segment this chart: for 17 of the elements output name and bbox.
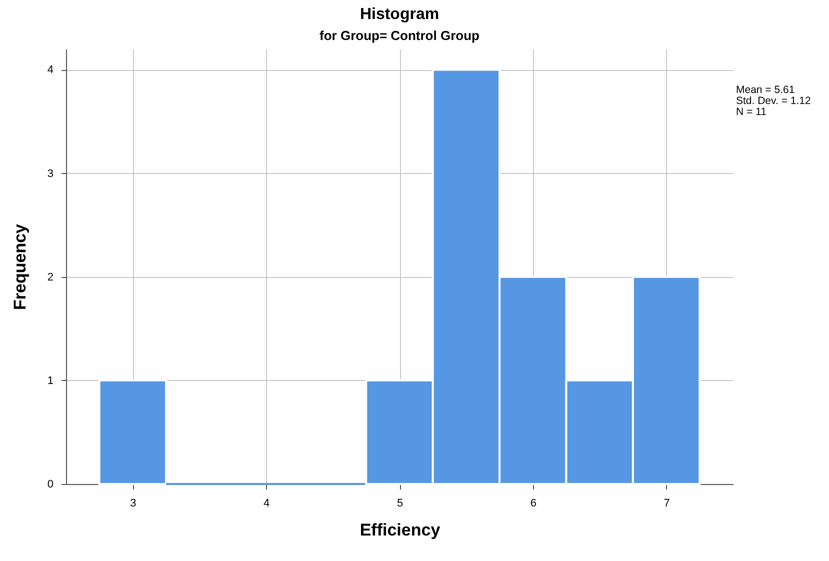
chart-title: Histogram [360, 6, 440, 23]
y-tick-label: 0 [47, 478, 54, 490]
y-tick-label: 1 [47, 374, 54, 387]
y-tick-label: 3 [47, 168, 54, 180]
x-tick-label: 5 [396, 498, 404, 510]
chart-subtitle: for Group= Control Group [320, 28, 480, 43]
x-tick-label: 4 [264, 498, 270, 510]
y-tick-label: 2 [47, 271, 54, 284]
y-tick-label: 4 [47, 64, 54, 76]
text: Mean = 5.61 [736, 84, 796, 96]
x-tick-label: 6 [530, 498, 536, 510]
text: Std. Dev. = 1.12 [736, 95, 811, 107]
y-axis-title: Frequency [10, 223, 30, 310]
x-axis-title: Efficiency [360, 520, 441, 540]
text: N = 11 [736, 106, 768, 118]
x-tick-label: 3 [130, 498, 136, 510]
x-tick-label: 7 [664, 498, 670, 510]
